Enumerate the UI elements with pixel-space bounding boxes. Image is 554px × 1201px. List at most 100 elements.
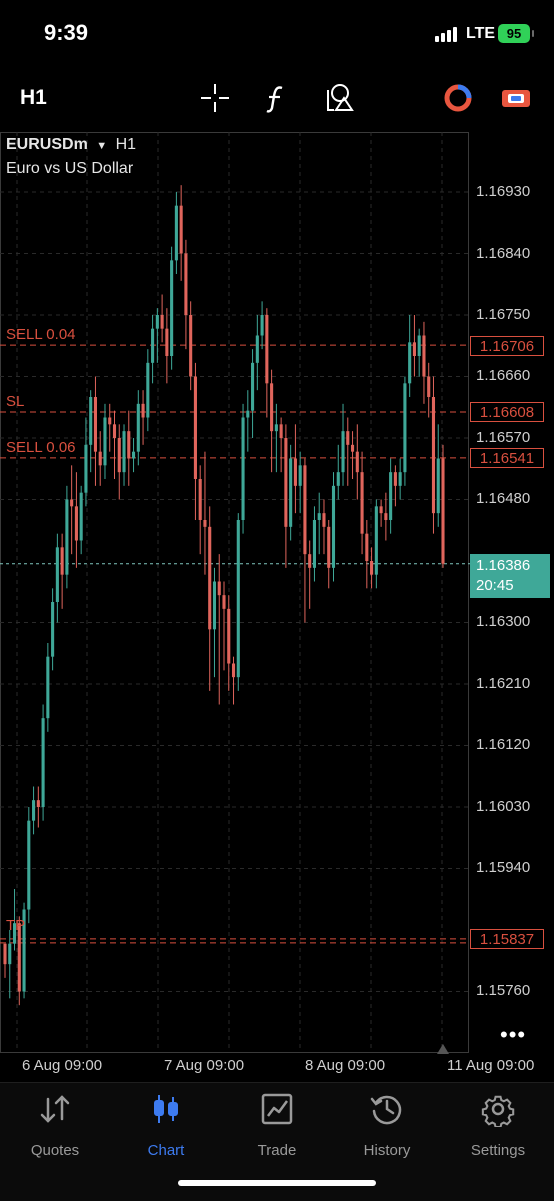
candle-body xyxy=(336,472,340,486)
candle-body xyxy=(8,943,12,965)
candle-body xyxy=(46,656,50,719)
time-tick: 8 Aug 09:00 xyxy=(305,1057,386,1074)
candle-body xyxy=(408,342,412,384)
time-tick: 6 Aug 09:00 xyxy=(22,1057,103,1074)
candle-body xyxy=(74,506,78,541)
current-price-tag: 1.16386 20:45 xyxy=(470,554,550,598)
sell-order-label[interactable]: SELL 0.06 xyxy=(6,439,76,456)
price-tick: 1.16750 xyxy=(476,306,531,323)
candle-body xyxy=(155,315,159,329)
clock: 9:39 xyxy=(44,20,89,45)
candle-body xyxy=(251,362,255,411)
candle-body xyxy=(208,526,212,630)
candle-body xyxy=(41,718,45,807)
candle-body xyxy=(398,472,402,486)
price-tick: 1.16930 xyxy=(476,183,531,200)
current-price: 1.16386 xyxy=(476,557,531,574)
candle-body xyxy=(65,499,69,575)
candle-body xyxy=(317,513,321,520)
stop-loss-label[interactable]: SL xyxy=(6,393,25,410)
time-tick: 7 Aug 09:00 xyxy=(164,1057,245,1074)
symbol-description: Euro vs US Dollar xyxy=(6,160,134,177)
objects-icon[interactable] xyxy=(322,82,354,114)
history-icon xyxy=(370,1095,402,1125)
sell-order-label[interactable]: SELL 0.04 xyxy=(6,326,76,343)
candle-body xyxy=(412,342,416,356)
battery-icon: 95 xyxy=(498,24,534,43)
price-tick: 1.16840 xyxy=(476,245,531,262)
candle-body xyxy=(212,581,217,630)
take-profit-label[interactable]: TP xyxy=(6,917,26,934)
quotes-icon xyxy=(40,1095,70,1123)
candle-body xyxy=(417,335,421,356)
candle-body xyxy=(79,492,83,541)
candle-body xyxy=(346,431,350,445)
candle-body xyxy=(89,397,93,445)
candle-body xyxy=(131,451,136,459)
price-tick: 1.16030 xyxy=(476,798,531,815)
candle-body xyxy=(274,424,278,432)
tab-chart[interactable]: Chart xyxy=(111,1091,221,1159)
chart-symbol[interactable]: EURUSDm ▼ H1 xyxy=(6,136,136,154)
candle-body xyxy=(189,315,193,377)
function-icon[interactable] xyxy=(260,82,292,114)
tab-quotes[interactable]: Quotes xyxy=(0,1091,110,1159)
tab-label: Quotes xyxy=(30,1142,80,1159)
candle-body xyxy=(93,397,98,452)
signal-icon xyxy=(435,26,461,42)
stop-loss-price: 1.16608 xyxy=(470,402,544,422)
candle-body xyxy=(36,800,40,807)
candle-body xyxy=(32,800,36,821)
candle-body xyxy=(312,520,317,568)
candle-body xyxy=(265,315,269,384)
candle-body xyxy=(160,315,164,329)
symbol-dropdown-icon[interactable]: ▼ xyxy=(96,140,108,152)
tab-label: History xyxy=(363,1142,411,1159)
candle-body xyxy=(55,547,59,602)
tab-trade[interactable]: Trade xyxy=(222,1091,332,1159)
candle-body xyxy=(231,663,236,678)
price-chart[interactable] xyxy=(0,130,554,1080)
tab-label: Settings xyxy=(470,1142,526,1159)
candle-body xyxy=(365,533,369,561)
tab-history[interactable]: History xyxy=(332,1091,442,1159)
price-tick: 1.16660 xyxy=(476,367,531,384)
one-click-trading-icon[interactable] xyxy=(442,82,474,114)
crosshair-icon[interactable] xyxy=(199,82,231,114)
candle-body xyxy=(98,451,102,466)
timeframe-button[interactable]: H1 xyxy=(20,86,47,109)
candle-body xyxy=(431,397,436,514)
candle-body xyxy=(289,458,293,527)
account-icon[interactable] xyxy=(500,82,532,114)
candle-body xyxy=(141,403,145,418)
candle-body xyxy=(217,581,221,596)
candle-body xyxy=(151,328,155,363)
candle-body xyxy=(241,417,245,520)
candle-body xyxy=(436,458,440,514)
sell-order-price: 1.16541 xyxy=(470,448,544,468)
candle-body xyxy=(236,520,240,678)
candle-body xyxy=(122,431,126,473)
more-options-icon[interactable]: ••• xyxy=(500,1022,527,1047)
sell-order-price: 1.16706 xyxy=(470,336,544,356)
candle-body xyxy=(322,513,326,527)
candle-body xyxy=(12,923,17,944)
candle-body xyxy=(389,472,393,520)
candle-body xyxy=(327,526,331,568)
candle-body xyxy=(246,410,250,418)
candle-body xyxy=(108,417,112,425)
candle-body xyxy=(127,431,131,459)
candle-body xyxy=(393,472,397,486)
chart-icon xyxy=(154,1095,178,1123)
candle-body xyxy=(441,458,445,564)
tab-settings[interactable]: Settings xyxy=(443,1091,553,1159)
price-tick: 1.16570 xyxy=(476,429,531,446)
candle-body xyxy=(70,499,74,507)
candle-body xyxy=(103,417,107,466)
chart-frame xyxy=(0,132,469,1053)
candle-body xyxy=(174,205,178,261)
candle-body xyxy=(22,909,26,992)
candle-body xyxy=(170,260,174,356)
price-tick: 1.16120 xyxy=(476,736,531,753)
candle-body xyxy=(112,424,117,438)
